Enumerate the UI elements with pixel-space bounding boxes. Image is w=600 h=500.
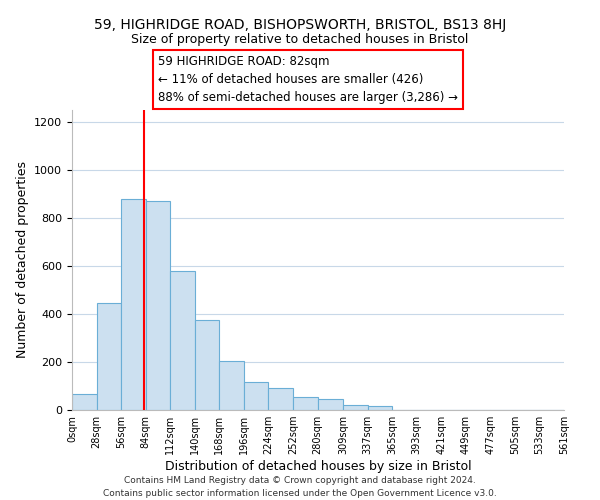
Bar — [121, 199, 146, 410]
Bar — [146, 201, 170, 410]
Text: 59 HIGHRIDGE ROAD: 82sqm
← 11% of detached houses are smaller (426)
88% of semi-: 59 HIGHRIDGE ROAD: 82sqm ← 11% of detach… — [158, 55, 458, 104]
Text: Size of property relative to detached houses in Bristol: Size of property relative to detached ho… — [131, 32, 469, 46]
Bar — [317, 399, 343, 410]
Y-axis label: Number of detached properties: Number of detached properties — [16, 162, 29, 358]
Bar — [220, 361, 244, 410]
Bar — [268, 388, 293, 410]
Bar — [368, 406, 392, 410]
Bar — [244, 382, 268, 410]
Bar — [343, 404, 368, 410]
X-axis label: Distribution of detached houses by size in Bristol: Distribution of detached houses by size … — [164, 460, 472, 473]
Bar — [97, 303, 121, 410]
Bar — [72, 394, 97, 410]
Bar — [195, 320, 220, 410]
Text: 59, HIGHRIDGE ROAD, BISHOPSWORTH, BRISTOL, BS13 8HJ: 59, HIGHRIDGE ROAD, BISHOPSWORTH, BRISTO… — [94, 18, 506, 32]
Bar — [170, 271, 195, 410]
Text: Contains HM Land Registry data © Crown copyright and database right 2024.
Contai: Contains HM Land Registry data © Crown c… — [103, 476, 497, 498]
Bar — [293, 397, 317, 410]
